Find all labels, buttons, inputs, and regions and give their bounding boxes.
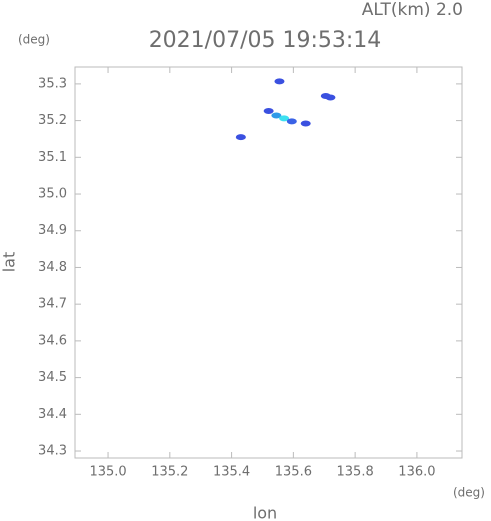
y-tick-label: 35.2: [38, 113, 67, 128]
echo-point: [325, 94, 336, 101]
y-tick-label: 34.3: [38, 444, 67, 459]
x-unit: (deg): [453, 486, 485, 500]
y-unit: (deg): [18, 33, 50, 47]
echo-point: [300, 120, 311, 127]
y-tick-label: 35.0: [38, 187, 67, 202]
y-axis-label: lat: [0, 252, 19, 273]
y-tick-label: 35.3: [38, 76, 67, 91]
x-tick-label: 135.0: [89, 465, 126, 480]
echo-point: [271, 112, 282, 119]
y-tick-label: 34.5: [38, 370, 67, 385]
x-axis-label: lon: [253, 504, 277, 521]
chart-title: 2021/07/05 19:53:14: [149, 28, 382, 53]
echo-point: [274, 78, 285, 85]
y-tick-label: 35.1: [38, 150, 67, 165]
echo-point: [279, 115, 290, 122]
x-tick-label: 136.0: [398, 465, 435, 480]
echo-point: [286, 118, 297, 125]
y-tick-label: 34.4: [38, 407, 67, 422]
echo-point: [263, 108, 274, 115]
y-tick-label: 34.7: [38, 297, 67, 312]
x-tick-label: 135.2: [151, 465, 188, 480]
plot-frame: [74, 66, 463, 459]
echo-point: [235, 134, 246, 141]
x-tick-label: 135.4: [213, 465, 250, 480]
y-tick-label: 34.6: [38, 333, 67, 348]
x-tick-label: 135.8: [337, 465, 374, 480]
annotation: ALT(km) 2.0: [362, 0, 463, 20]
y-tick-label: 34.9: [38, 223, 67, 238]
x-tick-label: 135.6: [275, 465, 312, 480]
y-tick-label: 34.8: [38, 260, 67, 275]
